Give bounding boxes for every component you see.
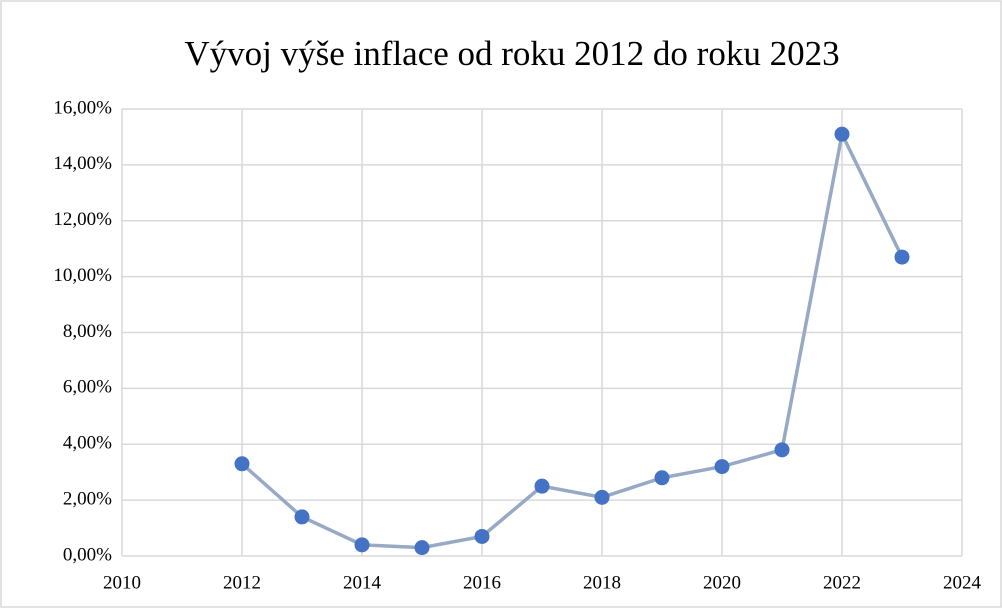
x-tick-label: 2010 — [103, 572, 141, 593]
y-tick-label: 14,00% — [53, 153, 112, 174]
x-tick-label: 2020 — [703, 572, 741, 593]
y-tick-label: 4,00% — [63, 433, 112, 454]
data-point — [594, 489, 610, 505]
x-tick-label: 2016 — [463, 572, 501, 593]
y-tick-label: 10,00% — [53, 265, 112, 286]
data-point — [774, 442, 790, 458]
x-tick-label: 2014 — [343, 572, 382, 593]
y-tick-label: 6,00% — [63, 377, 112, 398]
data-point — [354, 537, 370, 553]
data-point — [534, 478, 550, 494]
data-point — [474, 528, 490, 544]
data-point — [834, 126, 850, 142]
y-tick-label: 12,00% — [53, 209, 112, 230]
x-tick-label: 2012 — [223, 572, 261, 593]
y-tick-label: 2,00% — [63, 488, 112, 509]
data-point — [234, 456, 250, 472]
y-tick-label: 16,00% — [53, 97, 112, 118]
x-tick-label: 2024 — [943, 572, 982, 593]
chart-title: Vývoj výše inflace od roku 2012 do roku … — [184, 34, 839, 73]
x-tick-label: 2022 — [823, 572, 861, 593]
data-point — [414, 540, 430, 556]
data-point — [894, 249, 910, 265]
data-line — [240, 128, 904, 550]
x-tick-label: 2018 — [583, 572, 621, 593]
y-tick-label: 8,00% — [63, 321, 112, 342]
data-point — [294, 509, 310, 525]
data-point — [654, 470, 670, 486]
y-tick-label: 0,00% — [63, 544, 112, 565]
data-point — [714, 459, 730, 475]
